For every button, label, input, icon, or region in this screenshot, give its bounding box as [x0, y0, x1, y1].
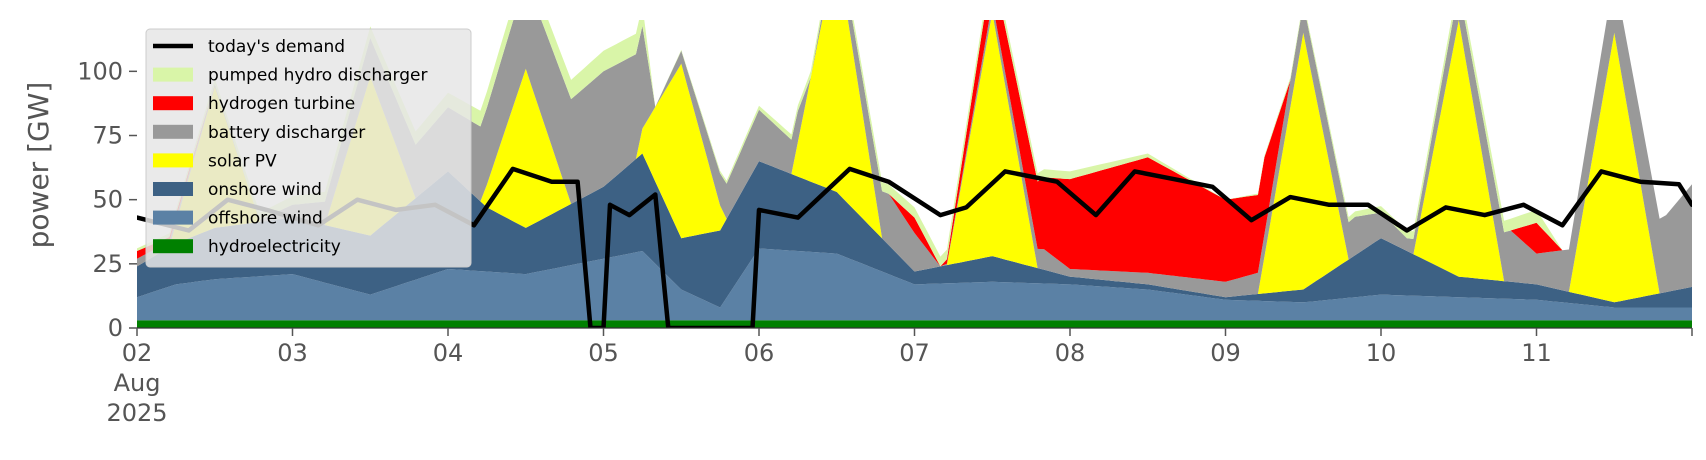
- x-tick-month-label: Aug: [114, 369, 161, 397]
- x-tick-label: 10: [1366, 339, 1397, 367]
- legend-swatch: [153, 96, 193, 111]
- y-tick-label: 0: [108, 314, 123, 342]
- y-axis-label: power [GW]: [22, 82, 55, 249]
- legend-label: pumped hydro discharger: [208, 66, 427, 86]
- y-tick-label: 50: [92, 186, 123, 214]
- x-tick-label: 03: [277, 339, 308, 367]
- area-offshore-wind: [137, 248, 1692, 321]
- x-tick-label: 02: [122, 339, 153, 367]
- x-tick-label: 08: [1055, 339, 1086, 367]
- x-tick-label: 04: [433, 339, 464, 367]
- x-tick-label: 09: [1210, 339, 1241, 367]
- legend-label: offshore wind: [208, 209, 323, 229]
- legend-label: hydrogen turbine: [208, 94, 355, 114]
- legend-swatch: [153, 210, 193, 225]
- area-hydroelectricity: [137, 320, 1692, 328]
- legend-label: hydroelectricity: [208, 237, 341, 257]
- legend-swatch: [153, 182, 193, 196]
- x-tick-year-label: 2025: [106, 399, 167, 427]
- legend-box: [145, 28, 472, 268]
- area-pumped-hydro-discharger: [137, 20, 1692, 267]
- legend-swatch: [153, 153, 193, 168]
- legend-swatch: [153, 239, 193, 254]
- legend-swatch: [153, 67, 193, 82]
- y-tick-label: 75: [92, 122, 123, 150]
- legend-label: today's demand: [208, 37, 345, 57]
- legend: today's demand pumped hydro discharger hyd…: [145, 28, 472, 268]
- x-tick-label: 11: [1521, 339, 1552, 367]
- area-solar-pv: [137, 20, 1692, 303]
- x-tick-label: 07: [899, 339, 930, 367]
- x-tick-label: 05: [588, 339, 619, 367]
- legend-label: battery discharger: [208, 123, 365, 143]
- legend-label: onshore wind: [208, 180, 322, 200]
- y-tick-label: 100: [77, 57, 123, 85]
- x-tick-label: 06: [744, 339, 775, 367]
- y-tick-label: 25: [92, 250, 123, 278]
- area-hydrogen-turbine: [137, 20, 1692, 282]
- legend-swatch: [153, 124, 193, 139]
- legend-label: solar PV: [208, 151, 277, 171]
- area-onshore-wind: [137, 153, 1692, 308]
